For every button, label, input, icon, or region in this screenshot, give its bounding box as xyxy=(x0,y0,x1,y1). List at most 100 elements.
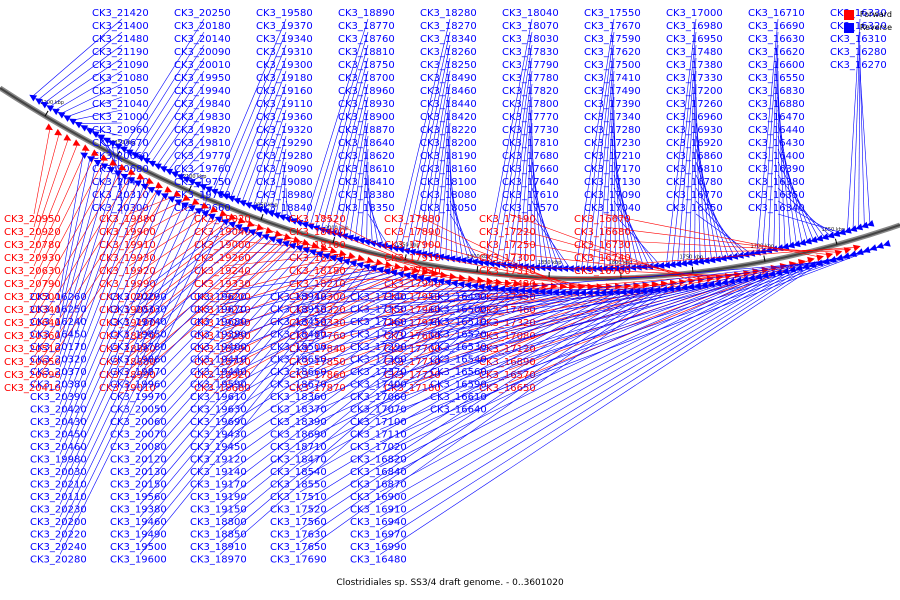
forward-gene-arrow xyxy=(72,139,81,146)
gene-label: CK3_19020 xyxy=(194,214,251,225)
forward-gene-arrow xyxy=(45,123,53,131)
forward-gene-arrow xyxy=(164,186,173,193)
gene-leader-line xyxy=(190,174,205,182)
reverse-gene-arrow xyxy=(241,226,250,234)
gene-label: CK3_21190 xyxy=(92,47,149,58)
gene-label: CK3_18810 xyxy=(338,47,395,58)
gene-leader-line xyxy=(59,201,178,468)
reverse-gene-arrow xyxy=(159,166,168,173)
gene-label: CK3_17800 xyxy=(502,99,559,110)
gene-leader-line xyxy=(695,200,746,256)
gene-label: CK3_19750 xyxy=(174,177,231,188)
gene-label: CK3_19250 xyxy=(194,331,251,342)
gene-label: CK3_17320 xyxy=(479,318,536,329)
reverse-gene-arrow xyxy=(464,281,472,289)
gene-label: CK3_18340 xyxy=(420,34,477,45)
reverse-gene-arrow xyxy=(107,166,115,174)
gene-leader-line xyxy=(367,174,373,243)
gene-leader-line xyxy=(219,268,380,293)
gene-leader-line xyxy=(59,178,131,380)
gene-label: CK3_19880 xyxy=(99,214,156,225)
reverse-gene-arrow xyxy=(437,278,445,285)
gene-label: CK3_20660 xyxy=(92,151,149,162)
gene-label: CK3_20070 xyxy=(110,430,167,441)
scale-tick-label: 1950 kbp xyxy=(396,243,420,249)
gene-label: CK3_18300 xyxy=(289,292,346,303)
gene-label: CK3_19410 xyxy=(190,355,247,366)
gene-leader-line xyxy=(338,96,369,235)
gene-leader-line xyxy=(33,138,69,241)
gene-label: CK3_21480 xyxy=(92,34,149,45)
gene-label: CK3_17070 xyxy=(350,405,407,416)
gene-label: CK3_16330 xyxy=(830,8,887,19)
gene-leader-line xyxy=(490,31,533,264)
gene-label: CK3_18270 xyxy=(420,21,477,32)
reverse-gene-arrow xyxy=(119,146,128,153)
gene-label: CK3_21000 xyxy=(92,112,149,123)
gene-label: CK3_20250 xyxy=(174,8,231,19)
gene-label: CK3_17900 xyxy=(384,240,441,251)
reverse-gene-arrow xyxy=(504,262,512,269)
gene-leader-line xyxy=(219,281,448,418)
gene-label: CK3_18100 xyxy=(420,177,477,188)
gene-label: CK3_16880 xyxy=(748,99,805,110)
reverse-gene-arrow xyxy=(51,108,60,116)
gene-leader-line xyxy=(434,109,451,256)
forward-gene-arrow xyxy=(100,154,108,161)
forward-gene-arrow xyxy=(852,244,861,252)
gene-label: CK3_20960 xyxy=(92,125,149,136)
forward-gene-arrow xyxy=(486,277,494,285)
gene-leader-line xyxy=(459,256,846,330)
forward-gene-arrow xyxy=(476,276,485,284)
gene-label: CK3_20380 xyxy=(30,380,87,391)
gene-leader-line xyxy=(219,279,434,393)
gene-label: CK3_19290 xyxy=(256,138,313,149)
gene-leader-line xyxy=(459,246,880,393)
gene-label: CK3_19160 xyxy=(256,86,313,97)
scale-tick-label: 1800 kbp xyxy=(609,260,633,266)
forward-gene-arrow xyxy=(834,249,843,257)
gene-leader-line xyxy=(223,264,390,332)
reverse-gene-arrow xyxy=(423,275,432,283)
gene-label: CK3_17790 xyxy=(502,60,559,71)
reverse-gene-arrow xyxy=(312,225,321,232)
gene-leader-line xyxy=(134,44,205,155)
gene-leader-line xyxy=(299,291,542,318)
reverse-gene-arrow xyxy=(425,251,433,259)
gene-leader-line xyxy=(459,250,867,368)
scale-tick xyxy=(116,150,121,157)
gene-label: CK3_18390 xyxy=(270,417,327,428)
reverse-gene-arrow xyxy=(85,128,94,135)
gene-leader-line xyxy=(613,187,650,267)
reverse-gene-arrow xyxy=(255,206,264,213)
gene-label: CK3_20640 xyxy=(4,318,61,329)
gene-label: CK3_17700 xyxy=(384,344,441,355)
reverse-gene-arrow xyxy=(199,184,208,191)
gene-label: CK3_19560 xyxy=(110,492,167,503)
reverse-gene-arrow xyxy=(342,258,351,266)
reverse-swatch xyxy=(843,22,854,33)
gene-leader-line xyxy=(59,168,111,343)
gene-label: CK3_16840 xyxy=(350,467,407,478)
reverse-gene-arrow xyxy=(362,263,371,271)
gene-label: CK3_17490 xyxy=(584,86,641,97)
gene-leader-line xyxy=(677,44,697,265)
gene-label: CK3_17570 xyxy=(502,203,559,214)
gene-leader-line xyxy=(379,277,752,430)
gene-label: CK3_18070 xyxy=(502,21,559,32)
gene-leader-line xyxy=(508,274,738,280)
gene-leader-line xyxy=(683,57,697,264)
gene-leader-line xyxy=(253,109,287,207)
forward-gene-arrow xyxy=(292,236,301,243)
forward-gene-arrow xyxy=(807,256,815,264)
gene-leader-line xyxy=(379,285,698,330)
reverse-gene-arrow xyxy=(174,199,183,206)
gene-leader-line xyxy=(219,282,455,430)
gene-leader-line xyxy=(59,218,219,543)
gene-leader-line xyxy=(219,274,407,343)
gene-label: CK3_19080 xyxy=(256,177,313,188)
gene-leader-line xyxy=(270,148,287,213)
gene-leader-line xyxy=(349,122,369,238)
gene-label: CK3_21080 xyxy=(92,73,149,84)
scale-tick xyxy=(260,213,264,220)
